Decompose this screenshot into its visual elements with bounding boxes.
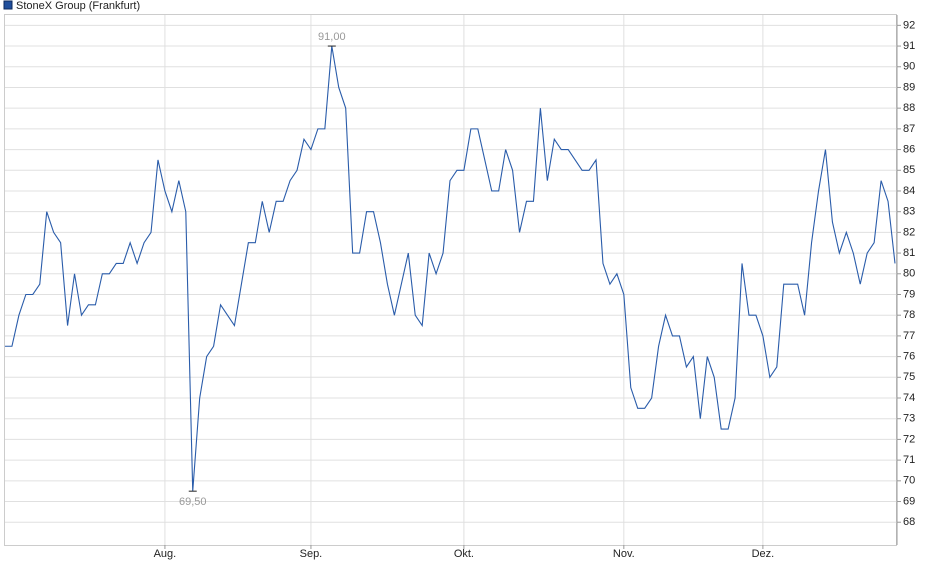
y-tick-label: 84 [903, 185, 915, 197]
x-tick-label: Dez. [752, 548, 775, 560]
y-tick-label: 82 [903, 226, 915, 238]
legend-swatch [3, 0, 13, 10]
y-tick-label: 90 [903, 61, 915, 73]
y-tick-label: 68 [903, 516, 915, 528]
y-tick-label: 77 [903, 330, 915, 342]
y-tick-label: 73 [903, 413, 915, 425]
y-tick-label: 85 [903, 164, 915, 176]
y-tick-label: 91 [903, 40, 915, 52]
y-tick-label: 75 [903, 371, 915, 383]
y-tick-label: 70 [903, 475, 915, 487]
y-tick-label: 78 [903, 309, 915, 321]
x-tick-label: Aug. [154, 548, 177, 560]
y-tick-label: 88 [903, 102, 915, 114]
x-tick-label: Nov. [613, 548, 635, 560]
price-line [5, 45, 896, 492]
y-tick-label: 87 [903, 123, 915, 135]
value-label: 91,00 [318, 31, 346, 43]
y-tick-label: 72 [903, 433, 915, 445]
y-tick-label: 69 [903, 495, 915, 507]
y-tick-label: 92 [903, 19, 915, 31]
y-tick-label: 74 [903, 392, 915, 404]
x-tick-label: Sep. [300, 548, 323, 560]
y-tick-label: 80 [903, 268, 915, 280]
y-tick-label: 81 [903, 247, 915, 259]
x-tick-label: Okt. [454, 548, 474, 560]
value-label: 69,50 [179, 496, 207, 508]
y-tick-label: 71 [903, 454, 915, 466]
y-tick-label: 76 [903, 351, 915, 363]
y-tick-label: 83 [903, 206, 915, 218]
y-tick-label: 89 [903, 81, 915, 93]
legend-label: StoneX Group (Frankfurt) [16, 0, 140, 12]
y-tick-label: 79 [903, 288, 915, 300]
y-tick-label: 86 [903, 143, 915, 155]
